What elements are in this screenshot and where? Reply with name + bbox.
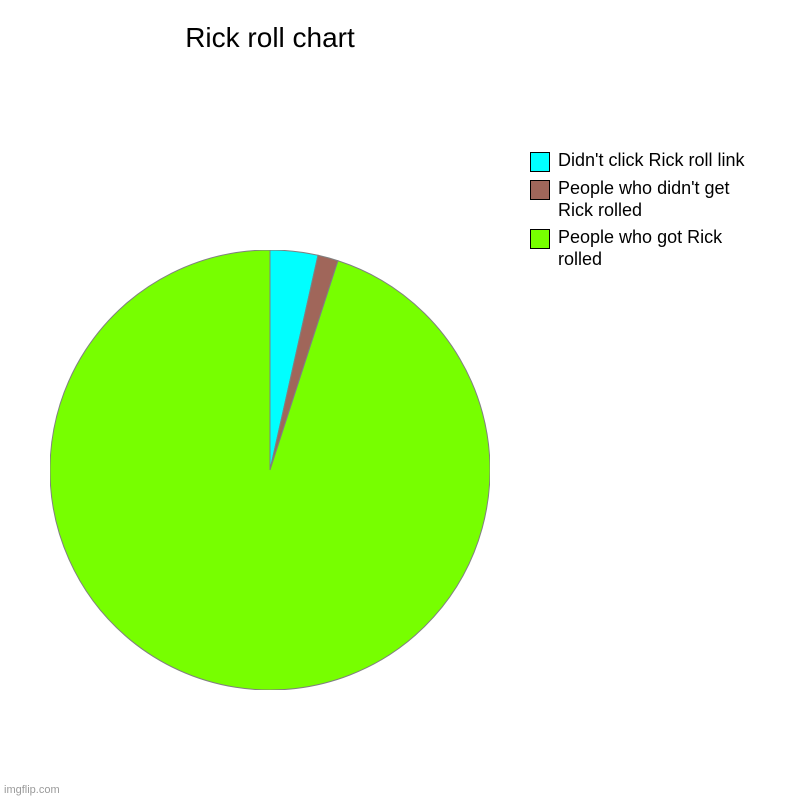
pie-chart	[50, 250, 490, 695]
legend-label: People who didn't get Rick rolled	[558, 178, 768, 221]
legend-item: People who didn't get Rick rolled	[530, 178, 780, 221]
legend-swatch-icon	[530, 180, 550, 200]
watermark: imgflip.com	[4, 784, 60, 796]
legend: Didn't click Rick roll link People who d…	[530, 150, 780, 276]
legend-label: Didn't click Rick roll link	[558, 150, 744, 172]
chart-title: Rick roll chart	[0, 22, 540, 54]
legend-label: People who got Rick rolled	[558, 227, 768, 270]
legend-item: Didn't click Rick roll link	[530, 150, 780, 172]
pie-slice	[50, 250, 490, 690]
legend-swatch-icon	[530, 152, 550, 172]
legend-item: People who got Rick rolled	[530, 227, 780, 270]
legend-swatch-icon	[530, 229, 550, 249]
